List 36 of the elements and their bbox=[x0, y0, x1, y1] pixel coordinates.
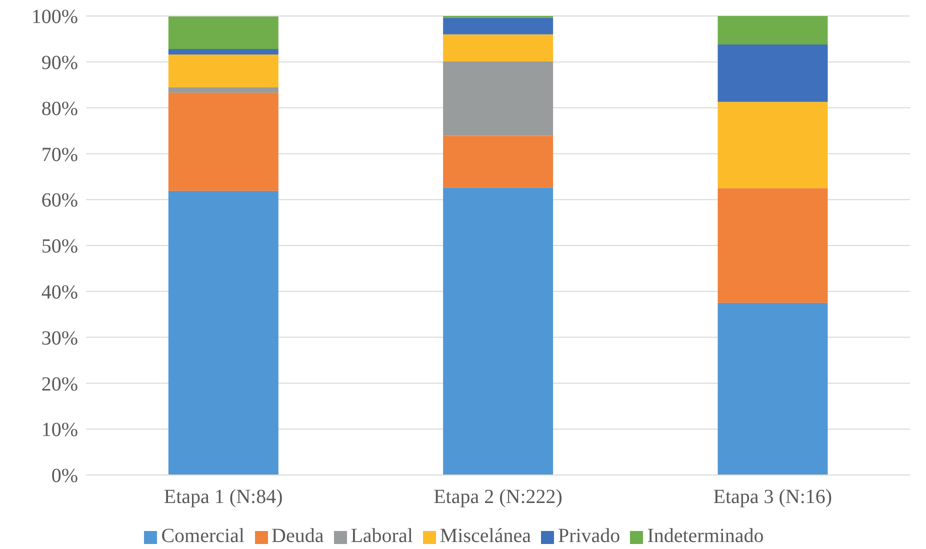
y-tick-label: 90% bbox=[41, 52, 78, 74]
x-tick-label: Etapa 1 (N:84) bbox=[164, 486, 283, 508]
y-tick-label: 60% bbox=[41, 190, 78, 212]
bar bbox=[718, 16, 828, 44]
bar bbox=[443, 34, 554, 62]
bar bbox=[168, 87, 278, 93]
bar bbox=[443, 188, 554, 475]
legend-label: Indeterminado bbox=[647, 525, 764, 547]
bar bbox=[168, 54, 278, 88]
legend-label: Laboral bbox=[350, 525, 413, 547]
y-tick-label: 100% bbox=[31, 6, 78, 28]
bar bbox=[168, 16, 278, 50]
bar bbox=[168, 92, 278, 191]
bar bbox=[443, 61, 554, 136]
bar bbox=[443, 18, 554, 34]
bar bbox=[718, 102, 828, 188]
y-tick-label: 50% bbox=[41, 236, 78, 258]
legend-label: Comercial bbox=[161, 525, 244, 547]
y-tick-label: 80% bbox=[41, 98, 78, 120]
bar bbox=[718, 188, 828, 303]
legend-label: Deuda bbox=[272, 525, 324, 547]
y-tick-label: 10% bbox=[41, 419, 78, 442]
x-tick-label: Etapa 2 (N:222) bbox=[434, 486, 562, 508]
x-tick-label: Etapa 3 (N:16) bbox=[713, 486, 832, 508]
bar bbox=[718, 302, 828, 475]
bar bbox=[168, 190, 278, 475]
bar bbox=[168, 49, 278, 55]
y-tick-label: 70% bbox=[41, 144, 78, 166]
y-tick-label: 30% bbox=[41, 327, 78, 350]
bar bbox=[718, 44, 828, 102]
bar bbox=[443, 136, 554, 188]
y-tick-label: 20% bbox=[41, 373, 78, 396]
y-tick-label: 40% bbox=[41, 282, 78, 304]
legend-label: Miscelánea bbox=[440, 525, 531, 547]
legend-label: Privado bbox=[558, 525, 620, 547]
y-tick-label: 0% bbox=[51, 465, 78, 488]
